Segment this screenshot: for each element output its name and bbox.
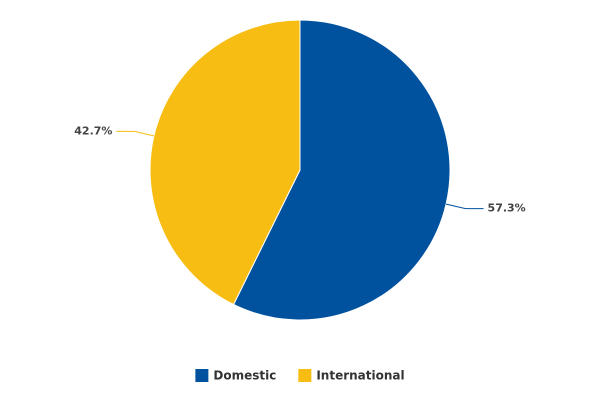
leader-line <box>445 203 484 210</box>
legend-swatch <box>298 369 312 382</box>
leader-line <box>116 130 155 137</box>
legend-label: Domestic <box>213 369 276 383</box>
legend-swatch <box>195 369 209 382</box>
data-label: 57.3% <box>488 202 526 215</box>
pie-slice <box>232 19 451 321</box>
legend-label: International <box>316 369 404 383</box>
data-label: 42.7% <box>74 124 112 137</box>
pie-slice <box>149 19 301 306</box>
